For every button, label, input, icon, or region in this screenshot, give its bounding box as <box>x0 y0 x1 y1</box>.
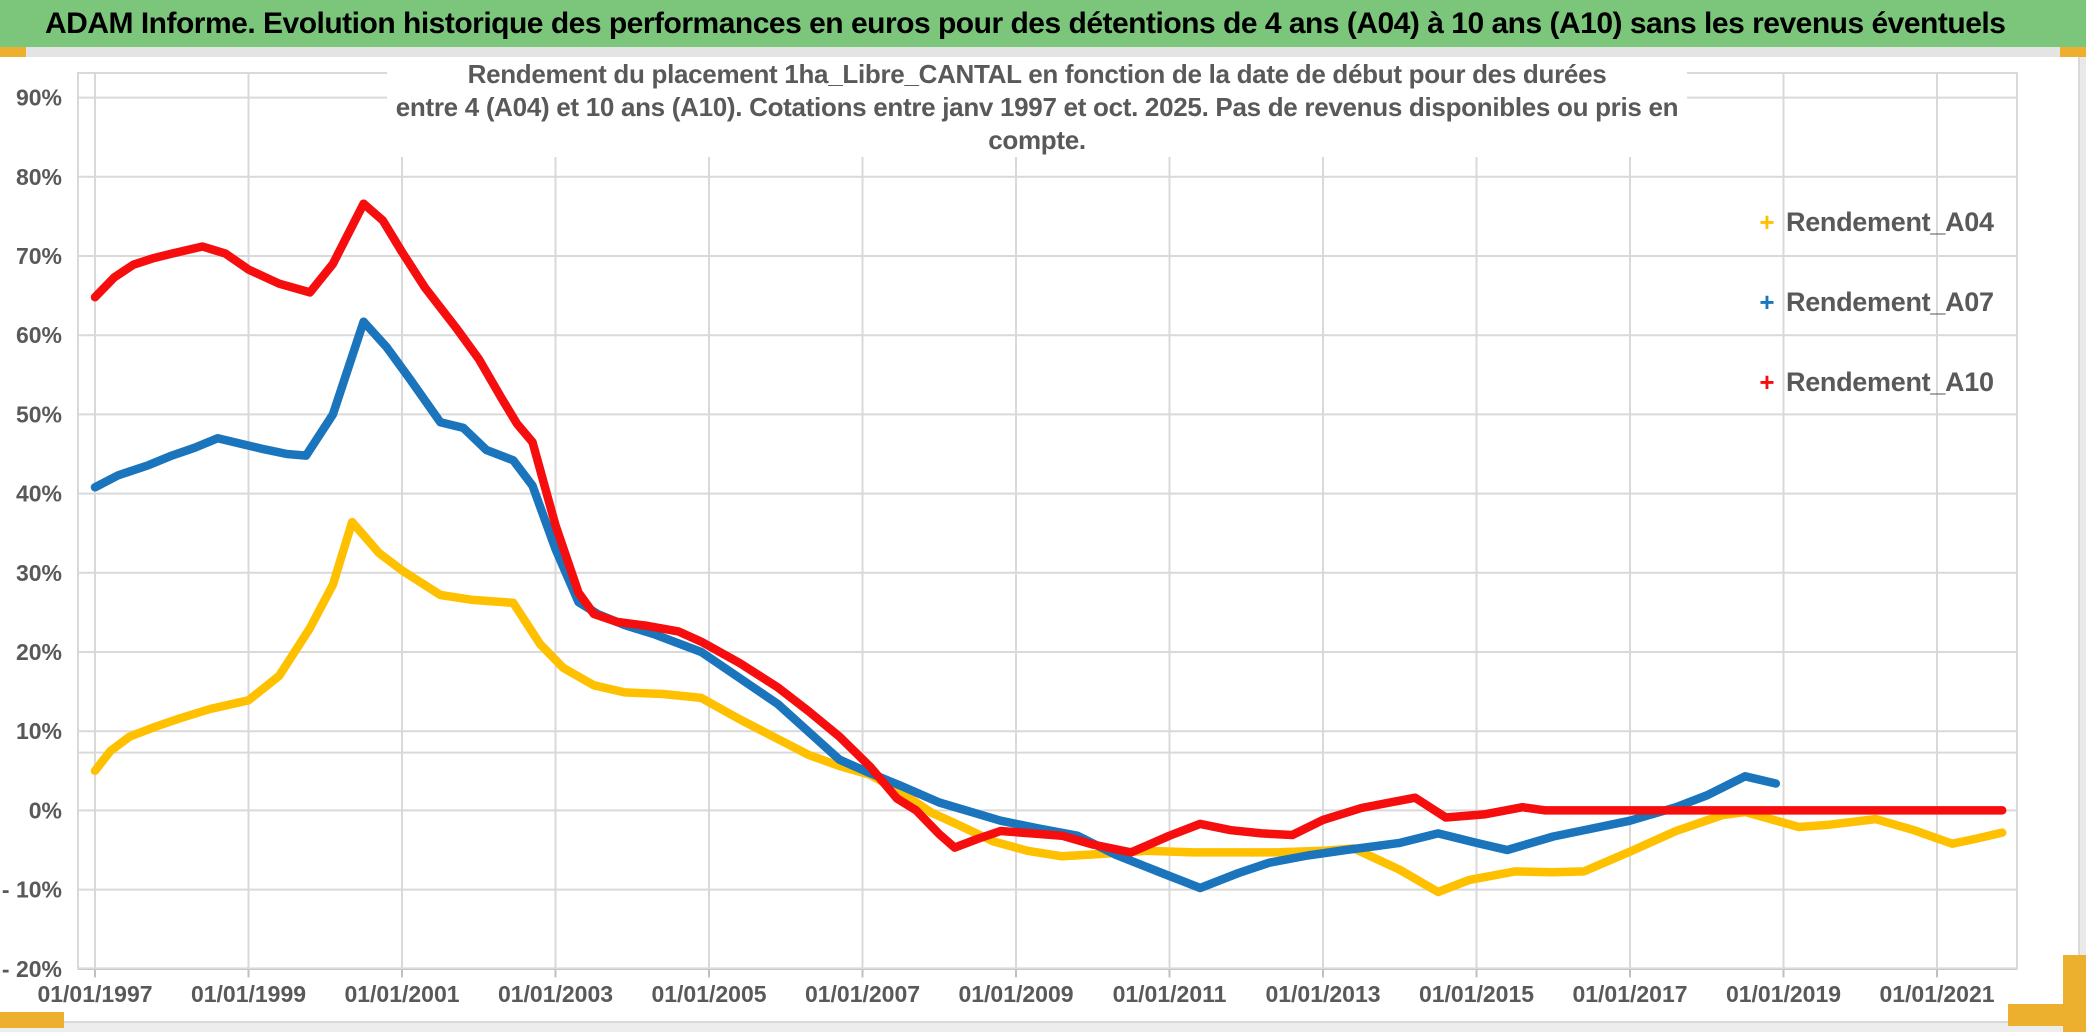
y-tick-label: 0% <box>29 797 62 823</box>
x-tick-label: 01/01/2005 <box>651 981 766 1007</box>
plus-marker-icon: + <box>1759 207 1775 237</box>
series-Rendement_A07 <box>90 317 1781 893</box>
accent-top-right <box>2060 47 2086 57</box>
x-tick-label: 01/01/2009 <box>958 981 1073 1007</box>
legend-item-a04[interactable]: + Rendement_A04 <box>1752 200 2052 244</box>
chart-legend: + Rendement_A04 + Rendement_A07 + Rendem… <box>1752 200 2052 440</box>
legend-label: Rendement_A07 <box>1786 286 1994 317</box>
x-tick-label: 01/01/2003 <box>498 981 613 1007</box>
legend-label: Rendement_A10 <box>1786 366 1994 397</box>
x-tick-label: 01/01/2011 <box>1113 981 1227 1007</box>
header-divider <box>0 47 2086 57</box>
x-tick-label: 01/01/2019 <box>1726 981 1841 1007</box>
y-tick-label: 30% <box>16 560 62 586</box>
x-tick-label: 01/01/2013 <box>1265 981 1380 1007</box>
y-tick-label: 10% <box>16 718 62 744</box>
x-tick-label: 01/01/2021 <box>1879 981 1994 1007</box>
y-tick-label: 40% <box>16 481 62 507</box>
accent-bottom-right-h <box>2008 1004 2086 1026</box>
series-Rendement_A10 <box>90 199 2007 857</box>
legend-label: Rendement_A04 <box>1786 206 1994 237</box>
legend-item-a07[interactable]: + Rendement_A07 <box>1752 280 2052 324</box>
x-tick-label: 01/01/1999 <box>191 981 306 1007</box>
y-tick-label: 70% <box>16 243 62 269</box>
chart-title-line2: entre 4 (A04) et 10 ans (A10). Cotations… <box>395 92 1679 155</box>
y-tick-label: 80% <box>16 164 62 190</box>
x-tick-label: 01/01/2017 <box>1572 981 1687 1007</box>
accent-bottom-left <box>0 1012 64 1028</box>
y-tick-label: 60% <box>16 322 62 348</box>
y-tick-label: - 10% <box>2 877 62 903</box>
chart-title: Rendement du placement 1ha_Libre_CANTAL … <box>387 58 1687 157</box>
y-tick-label: 20% <box>16 639 62 665</box>
x-tick-label: 01/01/2001 <box>344 981 459 1007</box>
page-title: ADAM Informe. Evolution historique des p… <box>45 6 2006 40</box>
plus-marker-icon: + <box>1759 287 1775 317</box>
chart-title-line1: Rendement du placement 1ha_Libre_CANTAL … <box>467 59 1607 89</box>
x-tick-label: 01/01/1997 <box>37 981 152 1007</box>
y-tick-label: - 20% <box>2 956 62 982</box>
legend-item-a10[interactable]: + Rendement_A10 <box>1752 360 2052 404</box>
header-bar: ADAM Informe. Evolution historique des p… <box>0 0 2086 47</box>
plus-marker-icon: + <box>1759 367 1775 397</box>
y-tick-label: 50% <box>16 401 62 427</box>
bottom-strip <box>0 1021 2086 1032</box>
x-tick-label: 01/01/2007 <box>805 981 920 1007</box>
accent-top-left <box>0 47 26 57</box>
x-tick-label: 01/01/2015 <box>1419 981 1534 1007</box>
series-Rendement_A04 <box>90 517 2007 897</box>
y-tick-label: 90% <box>16 85 62 111</box>
